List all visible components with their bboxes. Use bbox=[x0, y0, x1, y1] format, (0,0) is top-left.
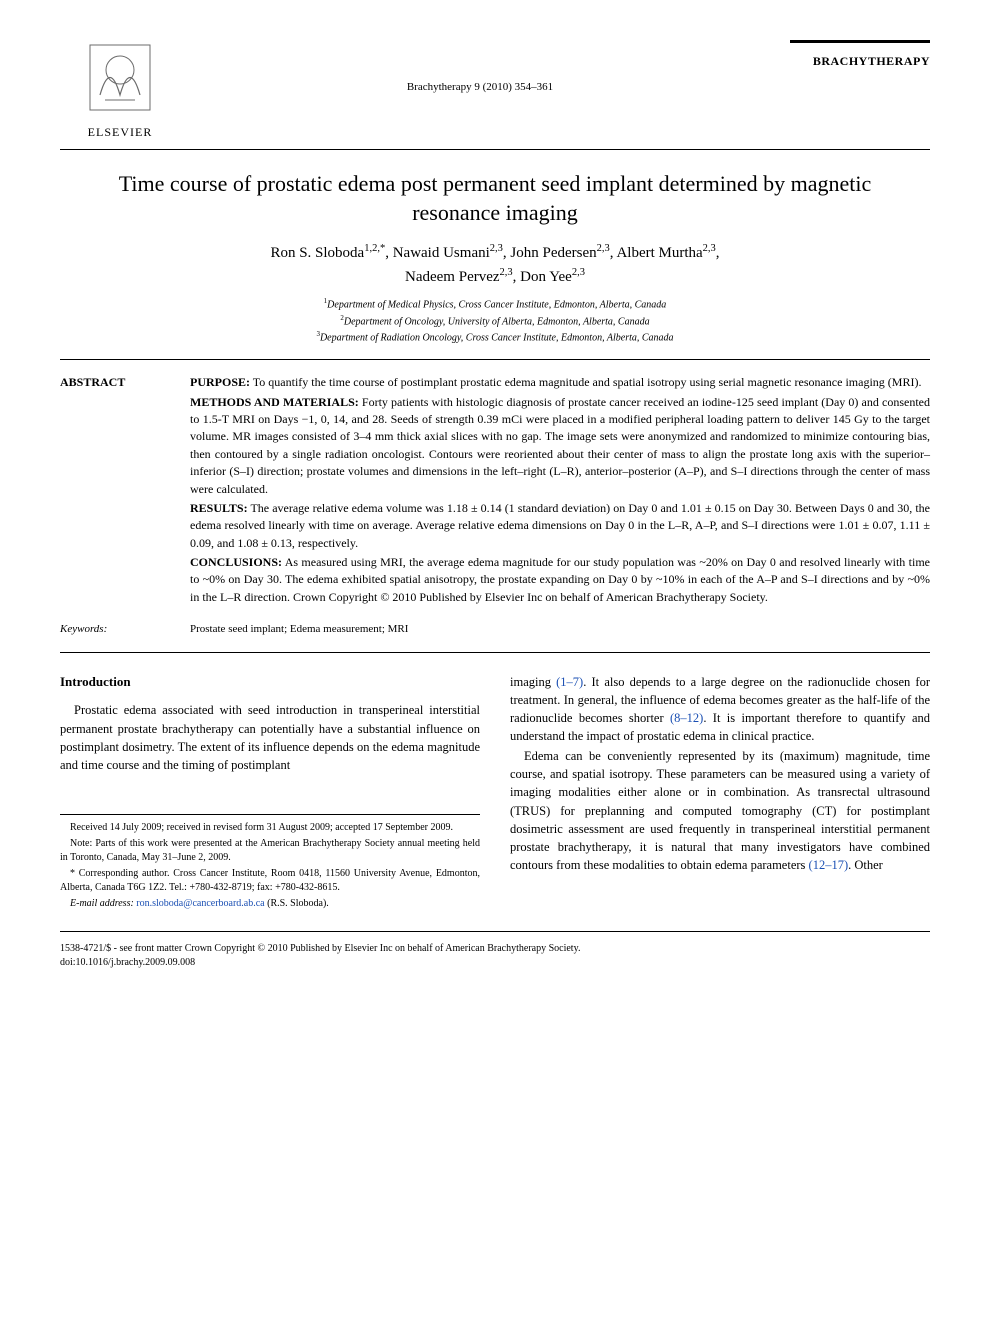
author-list: Ron S. Sloboda1,2,*, Nawaid Usmani2,3, J… bbox=[60, 241, 930, 288]
conclusions-text: As measured using MRI, the average edema… bbox=[190, 555, 930, 604]
purpose-text: To quantify the time course of postimpla… bbox=[253, 375, 922, 389]
footnote-note: Note: Parts of this work were presented … bbox=[60, 837, 480, 865]
intro-heading: Introduction bbox=[60, 673, 480, 692]
keywords-label: Keywords: bbox=[60, 622, 190, 637]
col2-p2-a: Edema can be conveniently represented by… bbox=[510, 749, 930, 872]
intro-para-1: Prostatic edema associated with seed int… bbox=[60, 701, 480, 774]
publisher-name: ELSEVIER bbox=[60, 124, 180, 141]
footnotes: Received 14 July 2009; received in revis… bbox=[60, 814, 480, 911]
rule-above-footer bbox=[60, 931, 930, 932]
rule-above-abstract bbox=[60, 359, 930, 360]
abstract-label: ABSTRACT bbox=[60, 374, 190, 608]
affiliation-3: Department of Radiation Oncology, Cross … bbox=[320, 332, 674, 343]
methods-text: Forty patients with histologic diagnosis… bbox=[190, 395, 930, 496]
affiliations: 1Department of Medical Physics, Cross Ca… bbox=[60, 296, 930, 345]
results-label: RESULTS: bbox=[190, 501, 248, 515]
brand-bar bbox=[790, 40, 930, 43]
column-right: imaging (1–7). It also depends to a larg… bbox=[510, 673, 930, 913]
doi-line: doi:10.1016/j.brachy.2009.09.008 bbox=[60, 956, 930, 970]
affiliation-2: Department of Oncology, University of Al… bbox=[344, 316, 650, 327]
body-columns: Introduction Prostatic edema associated … bbox=[60, 673, 930, 913]
copyright-line: 1538-4721/$ - see front matter Crown Cop… bbox=[60, 942, 930, 956]
col2-p2-b: . Other bbox=[848, 858, 883, 872]
page-footer: 1538-4721/$ - see front matter Crown Cop… bbox=[60, 942, 930, 970]
page-header: ELSEVIER Brachytherapy 9 (2010) 354–361 … bbox=[60, 40, 930, 141]
conclusions-label: CONCLUSIONS: bbox=[190, 555, 282, 569]
elsevier-logo bbox=[85, 40, 155, 115]
article-title: Time course of prostatic edema post perm… bbox=[100, 170, 890, 227]
abstract-block: ABSTRACT PURPOSE: To quantify the time c… bbox=[60, 374, 930, 608]
publisher-block: ELSEVIER bbox=[60, 40, 180, 141]
keywords-row: Keywords: Prostate seed implant; Edema m… bbox=[60, 622, 930, 637]
journal-brand-block: BRACHYTHERAPY bbox=[780, 40, 930, 70]
ref-link-12-17[interactable]: (12–17) bbox=[809, 858, 849, 872]
ref-link-8-12[interactable]: (8–12) bbox=[670, 711, 703, 725]
ref-link-1-7[interactable]: (1–7) bbox=[556, 675, 583, 689]
rule-top bbox=[60, 149, 930, 150]
column-left: Introduction Prostatic edema associated … bbox=[60, 673, 480, 913]
email-person: (R.S. Sloboda). bbox=[267, 898, 329, 909]
footnote-received: Received 14 July 2009; received in revis… bbox=[60, 821, 480, 835]
keywords-text: Prostate seed implant; Edema measurement… bbox=[190, 622, 930, 637]
journal-brand: BRACHYTHERAPY bbox=[780, 53, 930, 70]
email-label: E-mail address: bbox=[70, 898, 134, 909]
rule-below-abstract bbox=[60, 652, 930, 653]
footnote-corresponding: * Corresponding author. Cross Cancer Ins… bbox=[60, 867, 480, 895]
results-text: The average relative edema volume was 1.… bbox=[190, 501, 930, 550]
affiliation-1: Department of Medical Physics, Cross Can… bbox=[327, 300, 666, 311]
journal-citation: Brachytherapy 9 (2010) 354–361 bbox=[180, 40, 780, 95]
methods-label: METHODS AND MATERIALS: bbox=[190, 395, 359, 409]
col2-p1-a: imaging bbox=[510, 675, 556, 689]
abstract-content: PURPOSE: To quantify the time course of … bbox=[190, 374, 930, 608]
email-link[interactable]: ron.sloboda@cancerboard.ab.ca bbox=[136, 898, 264, 909]
purpose-label: PURPOSE: bbox=[190, 375, 250, 389]
